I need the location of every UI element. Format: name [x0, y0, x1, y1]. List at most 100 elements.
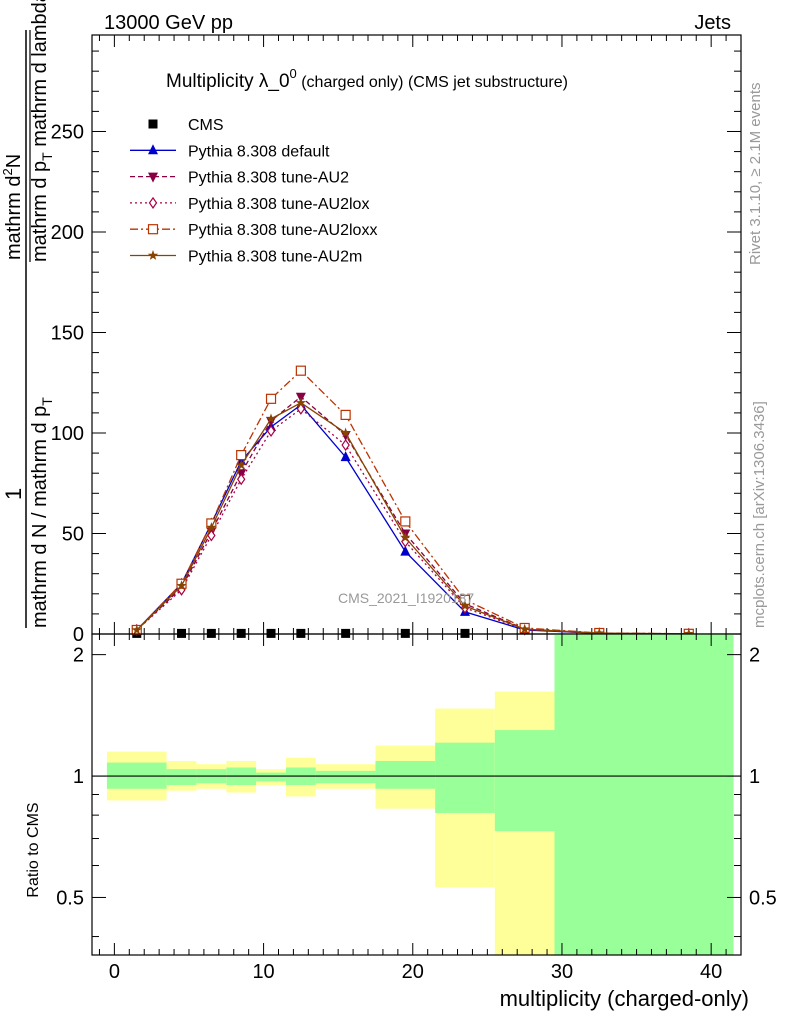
legend-label-4: Pythia 8.308 tune-AU2loxx	[188, 222, 377, 239]
series-5-point-5	[295, 397, 307, 408]
series-5-point-10	[594, 627, 605, 638]
top-y-tick-label: 250	[51, 121, 84, 143]
series-0-point-4	[266, 628, 276, 638]
series-0	[132, 628, 470, 638]
x-tick-label: 0	[109, 961, 120, 983]
bottom-axes: 0 10 20 30 40 0.5 0.5 1 1 2 2	[56, 633, 777, 983]
series-2-point-6	[340, 431, 351, 442]
top-y-tick-label: 100	[51, 423, 84, 445]
ylabel-inner-den: mathrm d p	[29, 161, 51, 262]
series-5-point-7	[400, 532, 411, 542]
ylabel-inner-denominator: mathrm d pT mathrm d lambda	[29, 0, 55, 262]
x-tick-label: 10	[252, 961, 274, 983]
ratio-bands	[106, 634, 734, 955]
ylabel-denom-text: mathrm d N / mathrm d p	[29, 406, 51, 628]
series-3-point-4	[266, 424, 276, 438]
series-5-point-8	[459, 600, 471, 611]
series-3-point-2	[207, 529, 216, 542]
ratio-band-stat-8	[435, 742, 495, 813]
ratio-y-tick-label-left: 1	[73, 766, 84, 788]
ratio-band-stat-7	[375, 760, 436, 789]
ratio-band-stat-6	[315, 770, 376, 784]
series-line-4	[136, 369, 689, 635]
x-tick-label: 30	[551, 961, 573, 983]
ratio-band-stat-11	[644, 634, 734, 955]
ratio-y-tick-label-right: 2	[749, 645, 760, 667]
series-4-point-6	[340, 409, 351, 421]
series-5-point-9	[519, 623, 530, 634]
series-1-point-6	[340, 451, 351, 462]
ratio-y-tick-label-right: 0.5	[749, 887, 777, 909]
series-5-point-2	[206, 522, 217, 532]
series-4-point-3	[236, 450, 247, 461]
ylabel-numer-1: mathrm d	[3, 176, 25, 260]
series-5-point-6	[340, 427, 351, 438]
legend: CMS Pythia 8.308 default Pythia 8.308 tune…	[130, 117, 377, 266]
series-0-point-7	[400, 628, 410, 638]
top-series-group	[131, 365, 694, 640]
top-y-tick-label: 200	[51, 222, 84, 244]
plot-title-main: Multiplicity λ_0	[166, 71, 290, 92]
series-3-point-3	[236, 473, 246, 486]
legend-marker-2	[148, 172, 158, 183]
series-5	[131, 397, 694, 639]
series-2-point-4	[266, 416, 277, 427]
legend-label-1: Pythia 8.308 default	[188, 143, 330, 160]
ylabel-denom-sub: T	[39, 397, 55, 406]
ylabel-one: 1	[1, 488, 26, 500]
header-right: Jets	[694, 12, 731, 34]
ratio-y-label: Ratio to CMS	[25, 802, 42, 897]
rivet-version-label: Rivet 3.1.10, ≥ 2.1M events	[747, 83, 764, 266]
ratio-y-tick-label-left: 2	[73, 645, 84, 667]
x-tick-label: 40	[700, 961, 722, 983]
x-tick-label: 20	[402, 961, 424, 983]
ratio-band-stat-9	[494, 730, 555, 832]
legend-entry-3: Pythia 8.308 tune-AU2lox	[130, 196, 369, 213]
ratio-band-stat-1	[166, 769, 197, 786]
series-1-point-7	[400, 545, 411, 556]
series-0-point-2	[206, 628, 216, 638]
series-4-point-7	[400, 516, 411, 527]
series-5-point-0	[131, 624, 142, 635]
legend-entry-1: Pythia 8.308 default	[130, 143, 330, 160]
legend-entry-2: Pythia 8.308 tune-AU2	[130, 170, 349, 187]
x-axis-label: multiplicity (charged-only)	[500, 986, 749, 1011]
ylabel-inner-den-sub: T	[39, 152, 55, 161]
top-y-tick-label: 50	[62, 523, 84, 545]
ylabel-numer-sup: 2	[0, 168, 15, 175]
plot-title-sub: (charged only) (CMS jet substructure)	[297, 74, 568, 91]
series-3-point-5	[296, 402, 306, 415]
legend-label-0: CMS	[188, 117, 224, 134]
legend-entry-0: CMS	[148, 117, 224, 134]
top-y-axis-label: 1 mathrm d N / mathrm d pT mathrm d2N ma…	[0, 0, 55, 628]
ylabel-inner-den-tail: mathrm d lambda	[29, 0, 51, 152]
series-0-point-1	[177, 628, 187, 638]
mcplots-label: mcplots.cern.ch [arXiv:1306.3436]	[751, 401, 768, 628]
analysis-watermark: CMS_2021_I1920187	[338, 590, 474, 606]
series-0-point-8	[460, 628, 470, 638]
top-y-tick-label: 0	[73, 624, 84, 646]
ratio-band-stat-10	[554, 634, 645, 955]
legend-marker-3	[148, 196, 158, 209]
series-5-point-1	[176, 580, 187, 591]
legend-entry-4: Pythia 8.308 tune-AU2loxx	[130, 222, 377, 239]
legend-marker-4	[147, 224, 159, 235]
legend-marker-0	[148, 119, 158, 129]
series-0-point-6	[341, 628, 351, 638]
header-left: 13000 GeV pp	[104, 12, 233, 34]
legend-marker-5	[147, 250, 159, 260]
plot-title-sup: 0	[290, 66, 297, 81]
ratio-band-stat-4	[256, 772, 286, 782]
legend-entry-5: Pythia 8.308 tune-AU2m	[130, 249, 362, 266]
legend-label-3: Pythia 8.308 tune-AU2lox	[188, 196, 369, 213]
series-5-point-11	[683, 628, 694, 639]
top-y-tick-label: 150	[51, 322, 84, 344]
ylabel-numer-2: N	[3, 154, 25, 168]
legend-label-2: Pythia 8.308 tune-AU2	[188, 170, 349, 187]
legend-label-5: Pythia 8.308 tune-AU2m	[188, 249, 362, 266]
series-line-5	[136, 402, 689, 635]
series-0-point-3	[236, 628, 246, 638]
series-5-point-3	[236, 459, 247, 470]
legend-marker-1	[148, 144, 158, 155]
